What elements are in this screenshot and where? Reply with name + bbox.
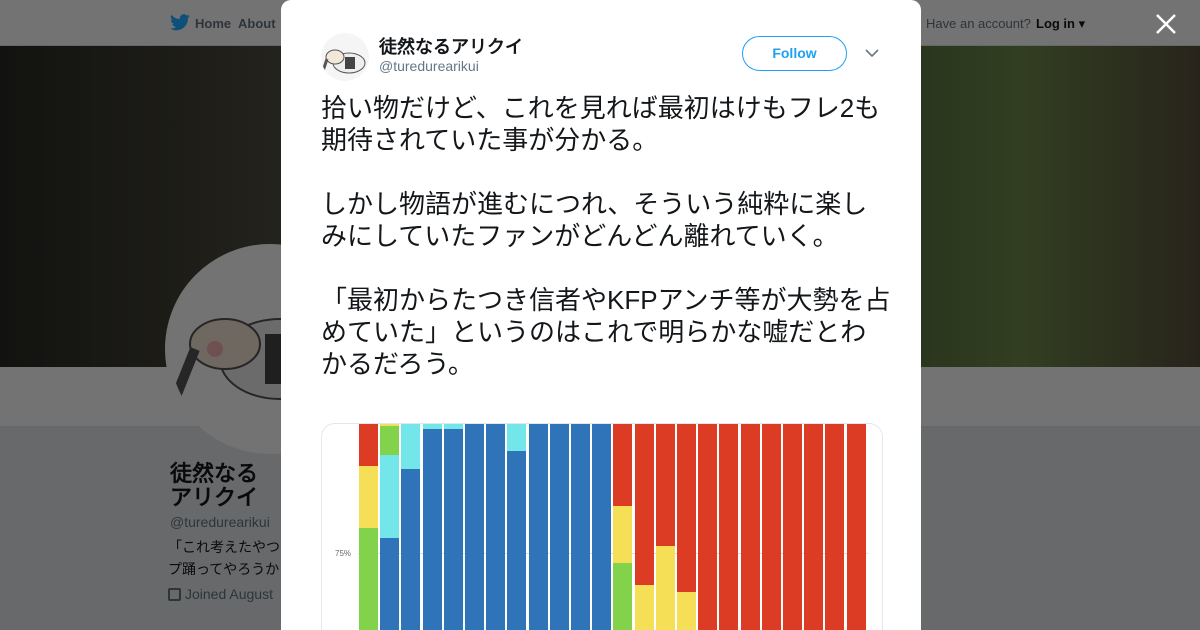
bar-3-segment-cyan (401, 424, 421, 470)
joined-date: Joined August (168, 586, 273, 602)
calendar-icon (168, 588, 181, 601)
login-link[interactable]: Log in ▾ (1036, 16, 1086, 31)
follow-button[interactable]: Follow (742, 36, 847, 71)
bar-15-segment-red (655, 424, 675, 547)
tweet-paragraph: しかし物語が進むにつれ、そういう純粋に楽しみにしていたファンがどんどん離れていく… (321, 189, 868, 251)
bar-15-segment-yellow (655, 546, 675, 630)
bio-line: 「これ考えたやつ (168, 539, 280, 555)
bar-4-segment-blue (422, 429, 442, 630)
bar-2-segment-green (380, 426, 400, 456)
bar-16-segment-yellow (677, 591, 696, 630)
tweet-modal: 徒然なるアリクイ @turedurearikui Follow 拾い物だけど、こ… (281, 0, 921, 630)
bar-1-segment-yellow (359, 465, 378, 528)
bar-7-segment-blue (486, 424, 506, 630)
author-avatar[interactable] (321, 33, 369, 81)
bar-4-segment-cyan (422, 424, 442, 430)
gridline-75 (358, 553, 868, 554)
bar-24-segment-red (846, 424, 866, 630)
bar-8-segment-cyan (507, 424, 527, 452)
bar-12-segment-blue (592, 424, 612, 630)
bar-10-segment-blue (549, 424, 569, 630)
bar-1-segment-red (359, 424, 378, 466)
author-name[interactable]: 徒然なるアリクイ (379, 37, 523, 57)
nav-about[interactable]: About (238, 16, 276, 31)
bar-21-segment-red (783, 424, 802, 630)
bar-20-segment-red (761, 424, 781, 630)
joined-label: Joined August (185, 586, 273, 602)
bar-5-segment-cyan (443, 424, 463, 430)
bar-11-segment-blue (571, 424, 590, 630)
profile-name-text: 徒然なるアリクイ (170, 461, 259, 510)
bar-2-segment-yellow (380, 424, 400, 427)
bar-2-segment-cyan (380, 455, 400, 539)
profile-name: 徒然なるアリクイ (170, 462, 262, 510)
login-label: Log in (1036, 16, 1075, 31)
bar-19-segment-red (740, 424, 760, 630)
bar-13-segment-yellow (613, 506, 633, 564)
bar-14-segment-yellow (634, 585, 654, 630)
bar-1-segment-green (359, 528, 378, 630)
nav-home[interactable]: Home (195, 16, 232, 31)
bar-8-segment-blue (507, 451, 527, 630)
tweet-image-chart[interactable]: 75% (321, 423, 883, 630)
author-handle[interactable]: @turedurearikui (379, 58, 479, 74)
have-account-text: Have an account? (926, 16, 1031, 31)
bar-23-segment-red (825, 424, 845, 630)
bar-22-segment-red (804, 424, 824, 630)
tweet-paragraph: 「最初からたつき信者やKFPアンチ等が大勢を占めていた」というのはこれで明らかな… (321, 285, 891, 379)
close-icon[interactable] (1154, 12, 1178, 36)
bar-13-segment-red (613, 424, 633, 507)
bar-2-segment-blue (380, 538, 400, 630)
bio-line: プ踊ってやろうか (168, 561, 280, 577)
bar-14-segment-red (634, 424, 654, 586)
bar-18-segment-red (719, 424, 739, 630)
bar-3-segment-blue (401, 469, 421, 630)
bar-17-segment-red (698, 424, 718, 630)
y-tick-label: 75% (335, 549, 352, 558)
bar-13-segment-green (613, 563, 633, 630)
bar-6-segment-blue (465, 424, 484, 630)
twitter-bird-icon[interactable] (170, 14, 190, 31)
bar-5-segment-blue (443, 429, 463, 630)
profile-handle: @turedurearikui (170, 514, 270, 530)
tweet-paragraph: 拾い物だけど、これを見れば最初はけもフレ2も期待されていた事が分かる。 (321, 93, 881, 155)
profile-bio: 「これ考えたやつ プ踊ってやろうか (168, 536, 280, 580)
chevron-down-icon[interactable] (865, 48, 879, 58)
tweet-text: 拾い物だけど、これを見れば最初はけもフレ2も期待されていた事が分かる。 しかし物… (321, 92, 891, 380)
bar-9-segment-blue (528, 424, 548, 630)
bar-16-segment-red (677, 424, 696, 592)
